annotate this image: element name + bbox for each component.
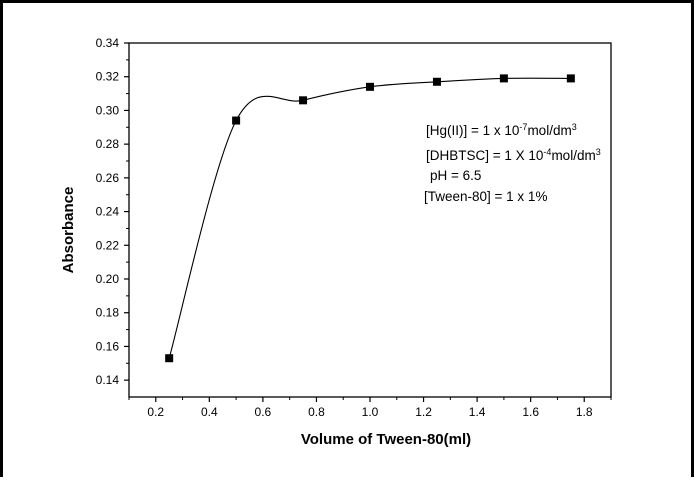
x-tick-label: 1.8 xyxy=(576,405,593,419)
y-tick-label: 0.24 xyxy=(96,205,120,219)
data-point xyxy=(232,116,241,125)
y-tick-label: 0.30 xyxy=(96,103,120,117)
data-point xyxy=(499,74,508,83)
y-tick-label: 0.28 xyxy=(96,137,120,151)
data-point xyxy=(299,96,308,105)
data-point xyxy=(366,82,374,91)
x-tick-label: 0.2 xyxy=(147,405,164,419)
x-tick-label: 0.8 xyxy=(308,405,325,419)
x-tick-label: 1.0 xyxy=(362,405,379,419)
data-point xyxy=(566,74,575,83)
x-tick-label: 1.4 xyxy=(469,405,486,419)
y-tick-label: 0.18 xyxy=(96,306,120,320)
data-point xyxy=(432,77,441,86)
y-tick-label: 0.14 xyxy=(96,373,120,387)
y-tick-label: 0.22 xyxy=(96,238,120,252)
x-tick-label: 0.4 xyxy=(201,405,218,419)
x-tick-label: 1.2 xyxy=(415,405,432,419)
annotation-line: pH = 6.5 xyxy=(430,168,481,183)
y-tick-label: 0.34 xyxy=(96,36,120,50)
annotation-line: [Tween-80] = 1 x 1% xyxy=(424,189,547,204)
x-axis-title: Volume of Tween-80(ml) xyxy=(301,431,471,448)
plot-area: 0.2 0.4 0.6 0.8 1.0 1.2 1.4 1.6 1.8 0.14 0.16 0.18 0… xyxy=(96,36,612,419)
annotation-line: [Hg(II)] = 1 x 10-7mol/dm3 xyxy=(426,122,577,138)
y-tick-label: 0.32 xyxy=(96,70,120,84)
data-point xyxy=(165,354,174,363)
y-tick-label: 0.20 xyxy=(96,272,120,286)
x-tick-label: 0.6 xyxy=(255,405,272,419)
y-axis-title: Absorbance xyxy=(60,187,77,274)
y-tick-label: 0.26 xyxy=(96,171,120,185)
annotation-line: [DHBTSC] = 1 X 10-4mol/dm3 xyxy=(426,147,601,163)
x-tick-label: 1.6 xyxy=(522,405,539,419)
y-tick-label: 0.16 xyxy=(96,339,120,353)
